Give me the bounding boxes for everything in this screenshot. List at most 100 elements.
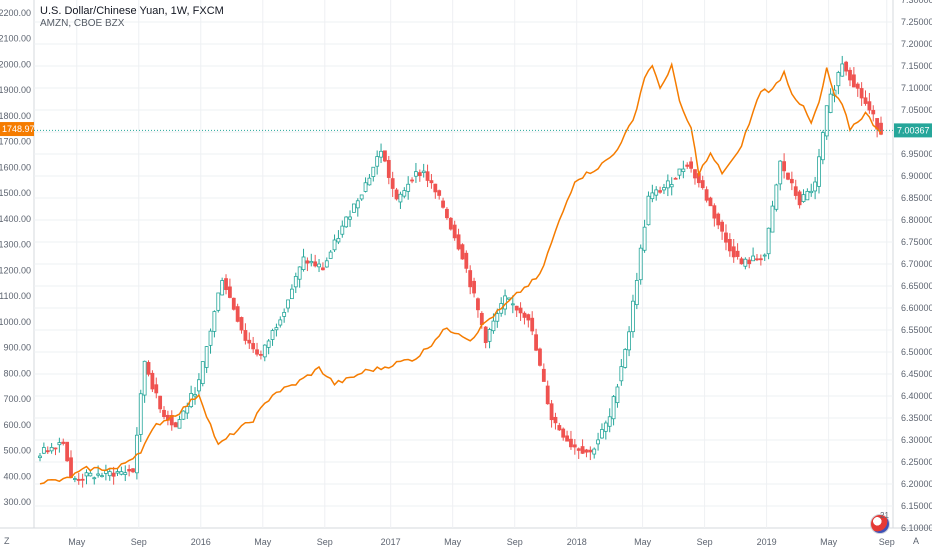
candle-body <box>708 197 713 207</box>
left-axis-tick: 1000.00 <box>0 317 31 327</box>
candle-body <box>665 180 670 189</box>
candle-body <box>828 93 833 113</box>
candle-body <box>631 300 635 333</box>
candle-body <box>425 171 430 181</box>
candle-body <box>731 246 736 258</box>
right-axis-tick: 6.45000 <box>901 369 932 379</box>
candle-body <box>131 468 135 473</box>
candle-body <box>634 280 639 306</box>
candle-body <box>138 393 143 435</box>
candle-body <box>65 441 70 462</box>
candle-body <box>76 478 81 481</box>
left-axis-tick: 2100.00 <box>0 34 31 44</box>
svg-text:7.00367: 7.00367 <box>897 125 930 135</box>
left-axis-tick: 600.00 <box>3 420 31 430</box>
candle-body <box>495 313 500 322</box>
candle-body <box>204 346 209 368</box>
right-axis-tick: 7.25000 <box>901 17 932 27</box>
candle-body <box>255 349 259 355</box>
left-axis-tick: 900.00 <box>3 343 31 353</box>
left-axis-tick: 1500.00 <box>0 188 31 198</box>
candle-body <box>390 178 395 189</box>
candle-body <box>851 74 856 88</box>
candle-body <box>274 327 279 331</box>
candle-body <box>301 256 306 271</box>
candle-body <box>793 186 798 196</box>
candle-body <box>146 362 151 375</box>
candle-body <box>414 171 418 177</box>
right-axis-tick: 6.60000 <box>901 303 932 313</box>
left-axis-tick: 700.00 <box>3 394 31 404</box>
candle-body <box>623 349 628 368</box>
candle-body <box>538 348 542 366</box>
time-axis-tick: May <box>68 537 86 547</box>
left-axis-tick: 500.00 <box>3 446 31 456</box>
right-axis-tick: 7.15000 <box>901 61 932 71</box>
candle-body <box>367 177 372 186</box>
candle-body <box>673 177 678 180</box>
right-last-price-tag: 7.00367 <box>894 123 932 138</box>
right-axis-tick: 6.95000 <box>901 149 932 159</box>
candle-body <box>324 260 329 268</box>
candle-body <box>53 447 58 450</box>
candle-body <box>421 170 426 174</box>
candle-body <box>805 190 810 201</box>
candle-body <box>650 192 655 200</box>
candle-body <box>569 438 573 448</box>
candle-body <box>867 101 872 111</box>
candle-body <box>100 475 104 478</box>
candle-body <box>379 150 383 158</box>
candle-body <box>127 468 132 472</box>
candle-body <box>789 178 794 184</box>
candle-body <box>685 164 690 167</box>
candle-body <box>681 168 686 173</box>
candle-body <box>700 180 705 189</box>
candle-body <box>69 457 73 478</box>
right-axis-tick: 7.10000 <box>901 83 932 93</box>
candle-body <box>751 255 756 262</box>
candle-body <box>49 447 54 452</box>
right-axis-tick: 6.75000 <box>901 237 932 247</box>
candle-body <box>580 446 585 454</box>
candle-body <box>262 344 267 358</box>
left-axis-tick: 300.00 <box>3 497 31 507</box>
candle-body <box>491 320 496 332</box>
candle-body <box>437 190 442 196</box>
time-axis-tick: 2019 <box>757 537 777 547</box>
candle-body <box>297 266 302 280</box>
left-axis-tick: 400.00 <box>3 471 31 481</box>
candle-body <box>251 343 256 350</box>
left-axis-tick: 1300.00 <box>0 240 31 250</box>
candle-body <box>410 179 414 182</box>
left-axis-tick: 2000.00 <box>0 59 31 69</box>
candle-body <box>142 360 147 396</box>
candle-body <box>45 450 50 453</box>
right-axis-tick: 6.20000 <box>901 479 932 489</box>
candle-body <box>755 258 759 261</box>
right-axis-tick: 7.20000 <box>901 39 932 49</box>
candle-body <box>173 422 178 428</box>
candle-body <box>107 471 112 477</box>
candle-body <box>836 72 841 87</box>
time-axis-tick: Sep <box>131 537 147 547</box>
candle-body <box>646 195 651 226</box>
candle-body <box>824 105 829 137</box>
candle-body <box>321 267 325 271</box>
right-axis-tick: 6.50000 <box>901 347 932 357</box>
candle-body <box>305 260 310 264</box>
timezone-toggle[interactable]: Z <box>4 536 10 546</box>
right-axis-tick: 6.15000 <box>901 501 932 511</box>
candle-body <box>576 448 581 451</box>
left-axis-tick: 800.00 <box>3 368 31 378</box>
auto-scale-toggle[interactable]: A <box>913 536 920 546</box>
candle-body <box>549 403 554 421</box>
right-axis-panel <box>893 0 932 528</box>
us-flag-events-icon[interactable] <box>870 514 890 534</box>
candle-body <box>704 189 709 201</box>
candle-body <box>433 183 438 193</box>
candle-body <box>154 384 159 394</box>
right-axis-tick: 6.40000 <box>901 391 932 401</box>
candle-body <box>452 224 457 239</box>
candle-body <box>638 247 643 281</box>
